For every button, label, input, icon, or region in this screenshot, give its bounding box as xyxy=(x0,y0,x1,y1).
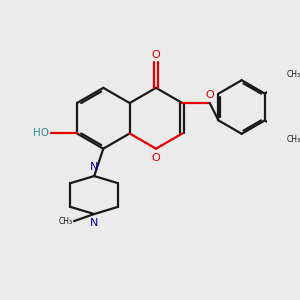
Text: O: O xyxy=(152,50,160,60)
Text: N: N xyxy=(90,218,98,228)
Text: CH₃: CH₃ xyxy=(286,135,300,144)
Text: O: O xyxy=(152,153,160,164)
Text: CH₃: CH₃ xyxy=(286,70,300,80)
Text: CH₃: CH₃ xyxy=(58,217,73,226)
Text: HO: HO xyxy=(33,128,49,139)
Text: N: N xyxy=(90,162,98,172)
Text: O: O xyxy=(205,90,214,100)
